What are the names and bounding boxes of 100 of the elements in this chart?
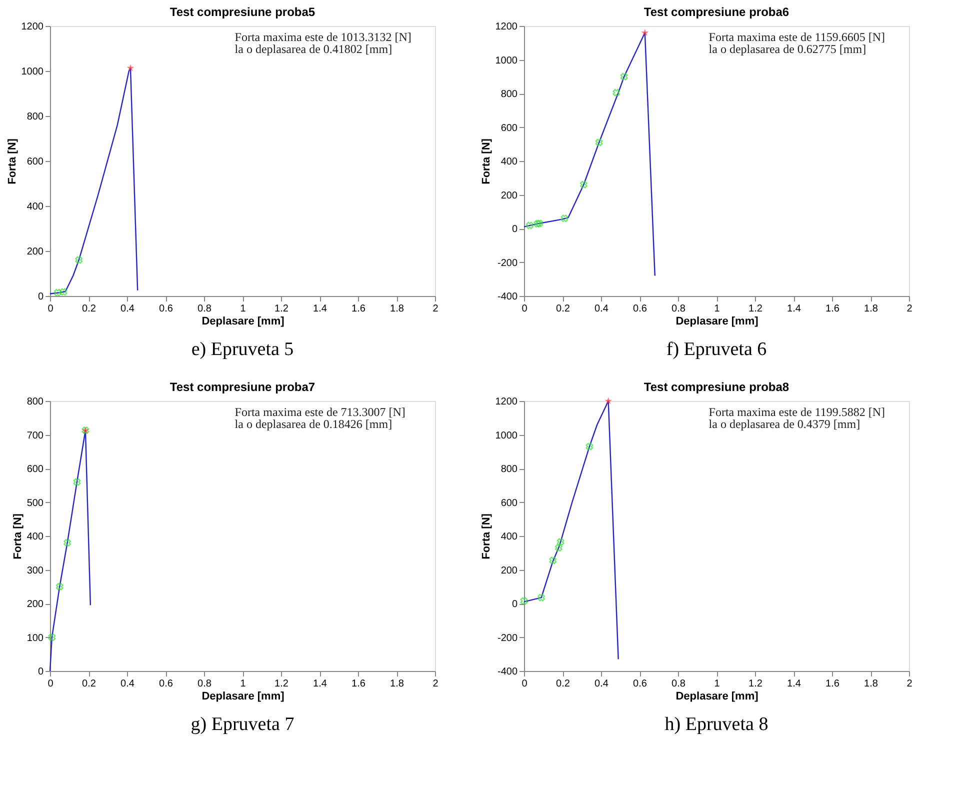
y-tick-label: 1200 bbox=[495, 22, 518, 32]
x-tick-label: 1.4 bbox=[787, 304, 802, 314]
x-tick-label: 0.2 bbox=[82, 678, 96, 690]
x-tick-label: 1.6 bbox=[826, 678, 840, 690]
y-tick-label: 400 bbox=[26, 202, 44, 212]
x-tick-label: 0.8 bbox=[672, 304, 686, 314]
y-tick-label: 400 bbox=[500, 532, 518, 542]
y-tick-label: 800 bbox=[500, 89, 518, 100]
x-tick-label: 0.8 bbox=[198, 678, 212, 690]
point bbox=[538, 594, 546, 602]
y-tick-label: 500 bbox=[26, 498, 44, 509]
y-axis-title: Forta [N] bbox=[12, 513, 24, 560]
y-tick-label: 1000 bbox=[495, 430, 518, 442]
point bbox=[549, 556, 557, 564]
y-tick-label: -200 bbox=[497, 632, 518, 644]
point bbox=[56, 582, 64, 590]
y-tick-label: -200 bbox=[497, 258, 518, 269]
y-tick-label: 600 bbox=[26, 464, 44, 475]
text: e) Epruveta 5 bbox=[191, 339, 294, 360]
x-tick-label: 1 bbox=[714, 304, 720, 314]
x-tick-label: 0.4 bbox=[594, 678, 609, 690]
text: f) Epruveta 6 bbox=[666, 339, 767, 360]
y-tick-label: 200 bbox=[500, 190, 518, 202]
point bbox=[620, 72, 628, 80]
y-tick-label: 1000 bbox=[495, 55, 518, 66]
point bbox=[595, 138, 603, 146]
point bbox=[612, 88, 620, 96]
y-tick-label: 1000 bbox=[21, 66, 44, 78]
annotation: Forta maxima este de 713.3007 [N] bbox=[234, 405, 406, 419]
x-tick-label: 0.2 bbox=[82, 304, 96, 314]
x-axis-title: Deplasare [mm] bbox=[202, 690, 285, 702]
x-tick-label: 1.8 bbox=[864, 678, 878, 690]
x-tick-label: 2 bbox=[906, 304, 913, 314]
y-tick-label: -400 bbox=[497, 666, 518, 678]
x-tick-label: 1.6 bbox=[352, 678, 366, 690]
y-tick-label: 800 bbox=[26, 396, 44, 408]
x-axis-title: Deplasare [mm] bbox=[676, 316, 759, 328]
point bbox=[54, 288, 62, 296]
y-tick-label: 0 bbox=[38, 666, 44, 678]
point bbox=[60, 288, 68, 296]
x-tick-label: 1.2 bbox=[748, 304, 763, 314]
y-axis-title: Forta [N] bbox=[6, 138, 18, 184]
annotation: Forta maxima este de 1199.5882 [N] bbox=[708, 405, 885, 419]
x-tick-label: 0 bbox=[522, 304, 528, 314]
x-tick-label: 1 bbox=[240, 678, 246, 690]
point bbox=[560, 214, 568, 222]
y-tick-label: 1200 bbox=[495, 396, 518, 408]
x-tick-label: 1.4 bbox=[313, 678, 328, 690]
x-tick-label: 0.2 bbox=[556, 304, 570, 314]
point bbox=[554, 544, 562, 552]
y-axis-title: Forta [N] bbox=[480, 138, 492, 184]
point bbox=[580, 180, 588, 188]
point bbox=[534, 220, 542, 228]
point bbox=[64, 539, 72, 546]
x-tick-label: 0.2 bbox=[556, 678, 570, 690]
y-tick-label: -400 bbox=[497, 292, 518, 302]
x-tick-label: 1 bbox=[714, 678, 720, 690]
text: h) Epruveta 8 bbox=[664, 714, 768, 735]
x-tick-label: 1.8 bbox=[390, 304, 404, 314]
y-tick-label: 100 bbox=[26, 632, 44, 644]
annotation: la o deplasarea de 0.62775 [mm] bbox=[708, 42, 866, 56]
x-tick-label: 1.8 bbox=[390, 678, 404, 690]
y-tick-label: 200 bbox=[26, 246, 44, 258]
y-tick-label: 800 bbox=[26, 112, 44, 122]
x-tick-label: 0.8 bbox=[672, 678, 686, 690]
x-tick-label: 1 bbox=[240, 304, 246, 314]
x-tick-label: 0.4 bbox=[120, 678, 135, 690]
x-tick-label: 1.2 bbox=[274, 304, 289, 314]
point bbox=[536, 220, 544, 228]
point bbox=[641, 28, 649, 36]
x-tick-label: 1.4 bbox=[313, 304, 328, 314]
point bbox=[520, 597, 528, 605]
y-tick-label: 600 bbox=[500, 122, 518, 134]
x-tick-label: 1.2 bbox=[748, 678, 763, 690]
y-tick-label: 600 bbox=[500, 498, 518, 509]
point bbox=[73, 478, 81, 486]
x-tick-label: 0.6 bbox=[159, 678, 174, 690]
point bbox=[126, 64, 134, 72]
annotation: Forta maxima este de 1013.3132 [N] bbox=[234, 30, 412, 44]
x-tick-label: 0.4 bbox=[594, 304, 609, 314]
chart-title: Test compresiune proba7 bbox=[170, 380, 316, 394]
y-tick-label: 200 bbox=[500, 565, 518, 576]
x-tick-label: 1.6 bbox=[826, 304, 840, 314]
x-tick-label: 0.6 bbox=[633, 304, 648, 314]
y-tick-label: 200 bbox=[26, 599, 44, 610]
x-tick-label: 1.2 bbox=[274, 678, 289, 690]
x-tick-label: 1.4 bbox=[787, 678, 802, 690]
y-tick-label: 700 bbox=[26, 430, 44, 442]
y-tick-label: 600 bbox=[26, 156, 44, 168]
x-tick-label: 0.6 bbox=[633, 678, 648, 690]
x-tick-label: 0 bbox=[522, 678, 528, 690]
x-tick-label: 1.6 bbox=[352, 304, 366, 314]
x-tick-label: 0 bbox=[48, 678, 54, 690]
point bbox=[586, 442, 594, 450]
point bbox=[75, 256, 83, 264]
x-tick-label: 2 bbox=[432, 304, 439, 314]
x-tick-label: 0.6 bbox=[159, 304, 174, 314]
chart-title: Test compresiune proba8 bbox=[644, 380, 790, 394]
annotation: Forta maxima este de 1159.6605 [N] bbox=[708, 30, 885, 44]
point bbox=[48, 634, 56, 641]
